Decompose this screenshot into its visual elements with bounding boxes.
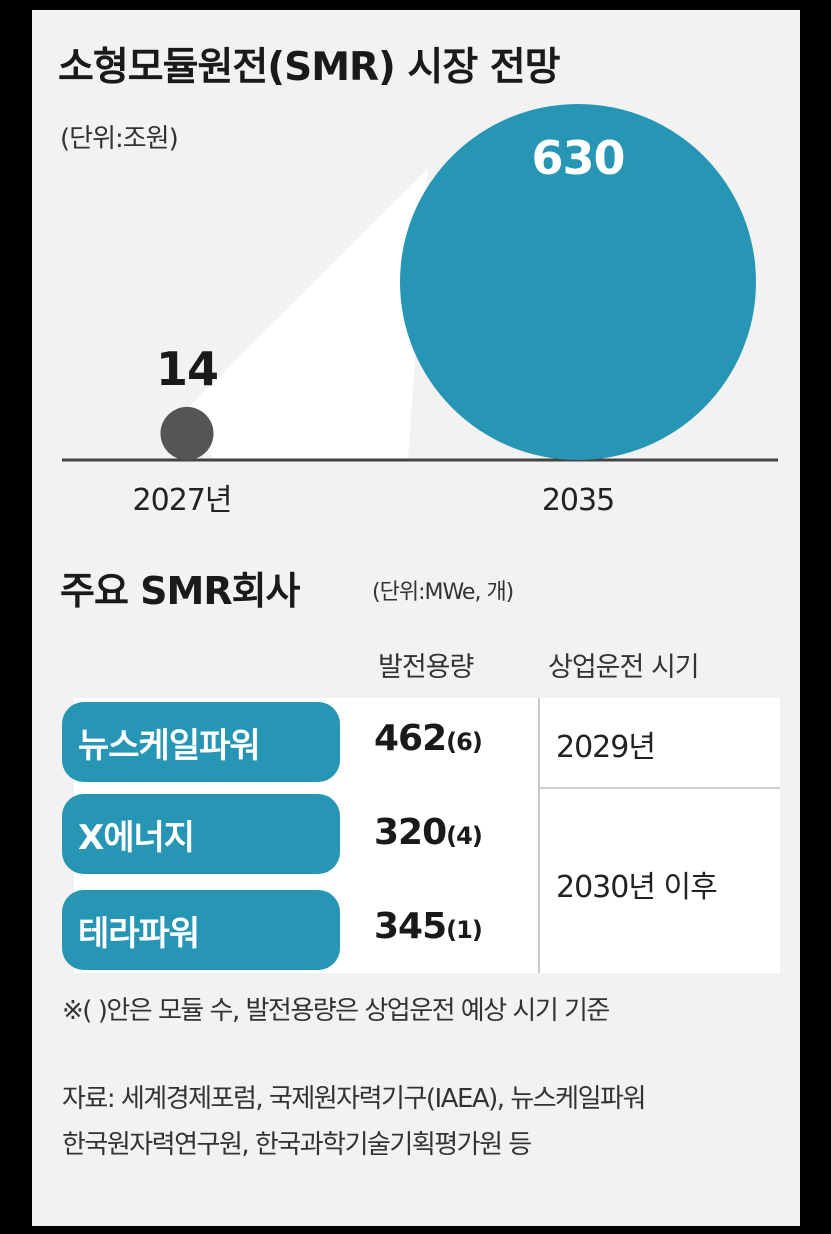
col-head-operation: 상업운전 시기 xyxy=(548,652,700,683)
capacity-nuscale: 462(6) xyxy=(374,718,483,759)
capacity-xenergy: 320(4) xyxy=(374,812,483,853)
footnote: ※( )안은 모듈 수, 발전용량은 상업운전 예상 시기 기준 xyxy=(62,996,610,1026)
growth-cone xyxy=(189,169,428,460)
table-title: 주요 SMR회사 xyxy=(60,569,301,613)
value-label-2027: 14 xyxy=(156,342,218,396)
company-nuscale: 뉴스케일파워 xyxy=(62,702,340,782)
module-count: (6) xyxy=(446,728,483,756)
operation-xenergy-terrapower: 2030년 이후 xyxy=(556,870,718,905)
bubble-2027 xyxy=(160,406,214,460)
source-line-1: 자료: 세계경제포럼, 국제원자력기구(IAEA), 뉴스케일파워 xyxy=(62,1084,646,1114)
company-xenergy: X에너지 xyxy=(62,794,340,874)
chart-unit: (단위:조원) xyxy=(60,124,179,154)
bubble-2035 xyxy=(400,104,756,460)
company-terrapower: 테라파워 xyxy=(62,890,340,970)
capacity-value: 462 xyxy=(374,718,447,759)
bubble-chart: 14 630 2027년 2035 xyxy=(62,104,778,518)
table-unit: (단위:MWe, 개) xyxy=(372,580,514,605)
module-count: (1) xyxy=(446,916,483,944)
capacity-value: 320 xyxy=(374,812,447,853)
module-count: (4) xyxy=(446,822,483,850)
value-label-2035: 630 xyxy=(531,131,624,185)
operation-nuscale: 2029년 xyxy=(556,730,656,765)
column-divider xyxy=(538,698,540,973)
col-head-capacity: 발전용량 xyxy=(378,652,474,683)
capacity-terrapower: 345(1) xyxy=(374,906,483,947)
year-label-2027: 2027년 xyxy=(133,483,232,518)
row-divider xyxy=(540,787,780,789)
chart-title: 소형모듈원전(SMR) 시장 전망 xyxy=(58,45,561,90)
source-line-2: 한국원자력연구원, 한국과학기술기획평가원 등 xyxy=(62,1130,532,1160)
year-label-2035: 2035 xyxy=(542,483,614,518)
capacity-value: 345 xyxy=(374,906,447,947)
